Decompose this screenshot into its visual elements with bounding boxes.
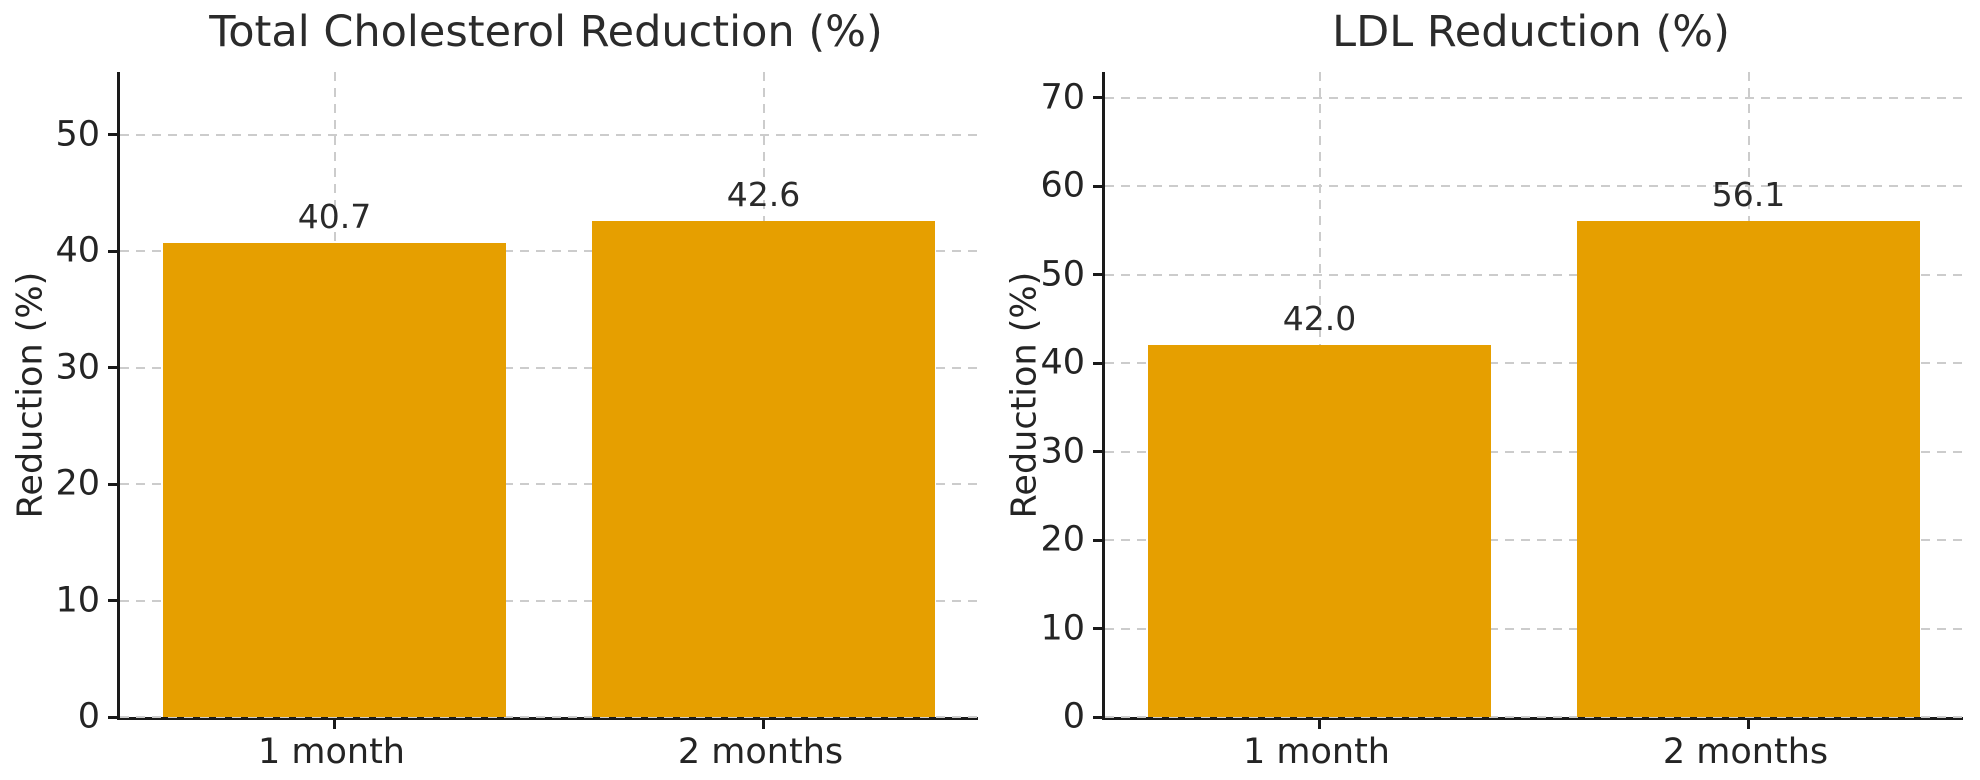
y-tick-label: 0 — [1062, 696, 1085, 737]
y-tick-mark — [108, 482, 117, 486]
plot-area: 40.7 42.6 — [108, 72, 978, 729]
x-tick-label: 1 month — [258, 732, 405, 772]
y-tick-label: 70 — [1040, 77, 1085, 118]
bar-value-label: 56.1 — [1711, 174, 1786, 214]
bar-1-month — [1147, 345, 1492, 717]
plot-area: 42.0 56.1 — [1093, 72, 1963, 729]
y-tick-mark — [1093, 627, 1102, 631]
grid-line-horizontal — [120, 133, 978, 136]
y-tick-mark — [108, 715, 117, 719]
bar-1-month — [162, 243, 507, 717]
y-tick-mark — [108, 133, 117, 137]
grid-line-horizontal — [120, 483, 978, 486]
x-tick-mark — [1318, 720, 1321, 729]
y-tick-label: 40 — [1040, 342, 1085, 383]
y-tick-label: 30 — [1040, 431, 1085, 472]
x-tick-label: 2 months — [1662, 732, 1829, 772]
grid-line-horizontal — [1105, 185, 1963, 188]
bar-value-label: 40.7 — [297, 197, 372, 237]
subplot-total-cholesterol-reduction: Total Cholesterol Reduction (%) Reductio… — [0, 7, 978, 779]
y-tick-label: 30 — [55, 347, 100, 388]
grid-line-horizontal — [1105, 273, 1963, 276]
y-tick-mark — [1093, 184, 1102, 188]
grid-line-horizontal — [1105, 450, 1963, 453]
y-tick-label: 40 — [55, 230, 100, 271]
x-tick-labels: 1 month 2 months — [1102, 733, 1960, 779]
y-tick-mark — [108, 249, 117, 253]
x-tick-label: 2 months — [677, 732, 844, 772]
grid-line-horizontal — [120, 716, 978, 718]
y-tick-mark — [1093, 96, 1102, 100]
grid-line-horizontal — [1105, 539, 1963, 542]
y-tick-mark — [108, 366, 117, 370]
grid-line-horizontal — [1105, 627, 1963, 630]
grid-line-horizontal — [120, 250, 978, 253]
x-tick-mark — [1747, 720, 1750, 729]
grid-line-horizontal — [1105, 716, 1963, 718]
grid-line-horizontal — [120, 366, 978, 369]
chart-title: LDL Reduction (%) — [1332, 7, 1730, 57]
y-tick-mark — [1093, 361, 1102, 365]
chart-title: Total Cholesterol Reduction (%) — [209, 7, 883, 57]
y-tick-labels: 0 10 20 30 40 50 60 70 — [990, 72, 1085, 734]
y-tick-label: 50 — [1040, 254, 1085, 295]
y-tick-label: 10 — [55, 580, 100, 621]
bar-2-months — [591, 221, 936, 717]
grid-line-horizontal — [1105, 96, 1963, 99]
x-tick-label: 1 month — [1243, 732, 1390, 772]
y-tick-label: 20 — [55, 463, 100, 504]
y-tick-label: 50 — [55, 114, 100, 155]
y-tick-mark — [108, 599, 117, 603]
y-tick-labels: 0 10 20 30 40 50 — [0, 72, 100, 734]
y-tick-label: 20 — [1040, 519, 1085, 560]
grid-line-horizontal — [1105, 362, 1963, 365]
bar-value-label: 42.0 — [1282, 299, 1357, 339]
x-tick-labels: 1 month 2 months — [117, 733, 975, 779]
y-tick-label: 60 — [1040, 165, 1085, 206]
y-tick-label: 10 — [1040, 608, 1085, 649]
x-tick-mark — [762, 720, 765, 729]
subplot-ldl-reduction: LDL Reduction (%) Reduction (%) 0 10 20 30 4… — [990, 0, 1980, 780]
y-tick-mark — [1093, 450, 1102, 454]
grid-line-horizontal — [120, 599, 978, 602]
y-tick-mark — [1093, 273, 1102, 277]
bar-2-months — [1576, 220, 1921, 717]
x-tick-mark — [333, 720, 336, 729]
bar-value-label: 42.6 — [726, 175, 801, 215]
y-tick-mark — [1093, 538, 1102, 542]
y-tick-mark — [1093, 715, 1102, 719]
y-tick-label: 0 — [77, 696, 100, 737]
